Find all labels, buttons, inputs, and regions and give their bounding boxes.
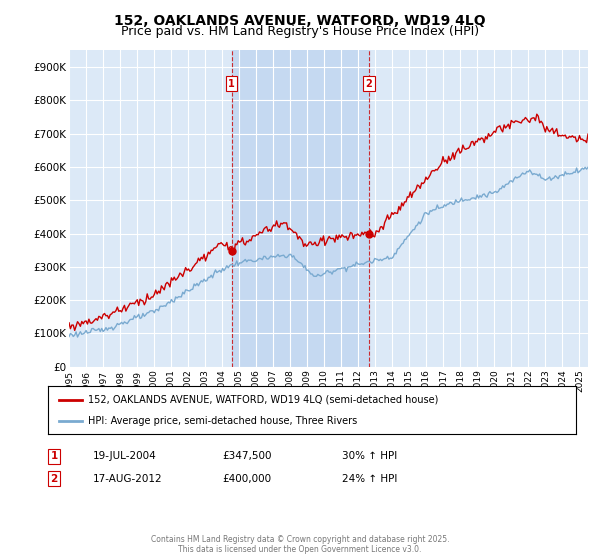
Text: Price paid vs. HM Land Registry's House Price Index (HPI): Price paid vs. HM Land Registry's House … [121, 25, 479, 38]
Text: 152, OAKLANDS AVENUE, WATFORD, WD19 4LQ (semi-detached house): 152, OAKLANDS AVENUE, WATFORD, WD19 4LQ … [88, 395, 438, 405]
Text: 2: 2 [50, 474, 58, 484]
Text: 17-AUG-2012: 17-AUG-2012 [93, 474, 163, 484]
Text: 1: 1 [50, 451, 58, 461]
Text: 2: 2 [365, 79, 372, 88]
Text: £347,500: £347,500 [222, 451, 271, 461]
Text: Contains HM Land Registry data © Crown copyright and database right 2025.
This d: Contains HM Land Registry data © Crown c… [151, 535, 449, 554]
Text: £400,000: £400,000 [222, 474, 271, 484]
Text: 1: 1 [228, 79, 235, 88]
Text: 19-JUL-2004: 19-JUL-2004 [93, 451, 157, 461]
Text: 24% ↑ HPI: 24% ↑ HPI [342, 474, 397, 484]
Text: 152, OAKLANDS AVENUE, WATFORD, WD19 4LQ: 152, OAKLANDS AVENUE, WATFORD, WD19 4LQ [114, 14, 486, 28]
Bar [232, 50, 369, 367]
Text: 30% ↑ HPI: 30% ↑ HPI [342, 451, 397, 461]
Text: HPI: Average price, semi-detached house, Three Rivers: HPI: Average price, semi-detached house,… [88, 416, 357, 426]
